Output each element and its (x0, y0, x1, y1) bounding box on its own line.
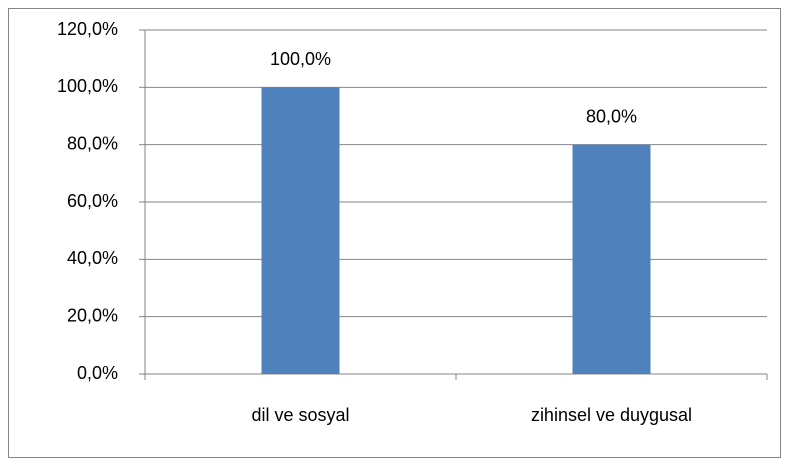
y-tick-label: 100,0% (57, 76, 118, 96)
x-tick-label: dil ve sosyal (251, 405, 349, 425)
data-label: 80,0% (586, 106, 637, 126)
y-tick-label: 60,0% (67, 191, 118, 211)
bar (261, 87, 340, 374)
data-label: 100,0% (270, 49, 331, 69)
y-tick-label: 0,0% (77, 363, 118, 383)
x-tick-label: zihinsel ve duygusal (531, 405, 692, 425)
y-tick-label: 120,0% (57, 19, 118, 39)
bar (572, 144, 651, 374)
y-tick-label: 40,0% (67, 248, 118, 268)
y-tick-label: 80,0% (67, 133, 118, 153)
chart-frame (8, 8, 781, 458)
y-tick-label: 20,0% (67, 305, 118, 325)
